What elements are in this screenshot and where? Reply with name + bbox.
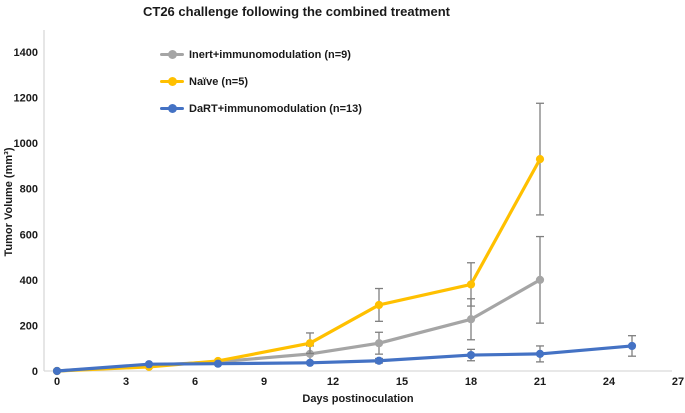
- chart-title: CT26 challenge following the combined tr…: [143, 4, 450, 19]
- x-tick-label: 0: [54, 376, 60, 388]
- data-point-marker: [374, 356, 384, 365]
- y-tick-label: 1000: [14, 138, 38, 150]
- legend-item-2: Naïve (n=5): [160, 73, 362, 90]
- data-point-marker: [305, 339, 315, 348]
- y-tick-label: 1400: [14, 47, 38, 59]
- legend-label: Inert+immunomodulation (n=9): [189, 48, 351, 61]
- chart-legend: Inert+immunomodulation (n=9) Naïve (n=5) D…: [160, 46, 362, 117]
- data-point-marker: [305, 358, 315, 367]
- x-tick-label: 24: [603, 376, 616, 388]
- legend-item-3: DaRT+immunomodulation (n=13): [160, 100, 362, 117]
- data-point-marker: [535, 275, 545, 284]
- series-line: [55, 344, 634, 373]
- y-tick-label: 600: [20, 229, 38, 241]
- x-tick-label: 3: [123, 376, 129, 388]
- legend-item-1: Inert+immunomodulation (n=9): [160, 46, 362, 63]
- y-tick-label: 200: [20, 320, 38, 332]
- series-line: [55, 278, 542, 373]
- legend-marker-icon: [160, 104, 184, 113]
- data-point-marker: [213, 359, 223, 368]
- data-point-marker: [374, 300, 384, 310]
- x-tick-label: 12: [327, 376, 339, 388]
- y-tick-label: 800: [20, 184, 38, 196]
- x-tick-label: 6: [192, 376, 198, 388]
- x-tick-label: 9: [261, 376, 267, 388]
- y-tick-label: 1200: [14, 93, 38, 105]
- data-point-marker: [535, 349, 545, 359]
- data-point-marker: [535, 154, 545, 164]
- y-tick-label: 0: [32, 366, 38, 378]
- x-axis-title: Days postinoculation: [302, 393, 414, 405]
- x-tick-label: 15: [396, 376, 408, 388]
- legend-label: Naïve (n=5): [189, 75, 248, 88]
- data-point-marker: [627, 341, 637, 351]
- data-point-marker: [144, 360, 154, 369]
- data-point-marker: [466, 280, 476, 289]
- data-point-marker: [374, 339, 384, 348]
- data-point-marker: [466, 350, 476, 360]
- data-point-marker: [466, 315, 476, 324]
- y-tick-label: 400: [20, 275, 38, 287]
- x-tick-label: 18: [465, 376, 477, 388]
- legend-marker-icon: [160, 50, 184, 59]
- data-point-marker: [52, 366, 62, 376]
- x-tick-label: 27: [672, 376, 684, 388]
- legend-label: DaRT+immunomodulation (n=13): [189, 102, 362, 115]
- legend-marker-icon: [160, 77, 184, 86]
- x-tick-label: 21: [534, 376, 546, 388]
